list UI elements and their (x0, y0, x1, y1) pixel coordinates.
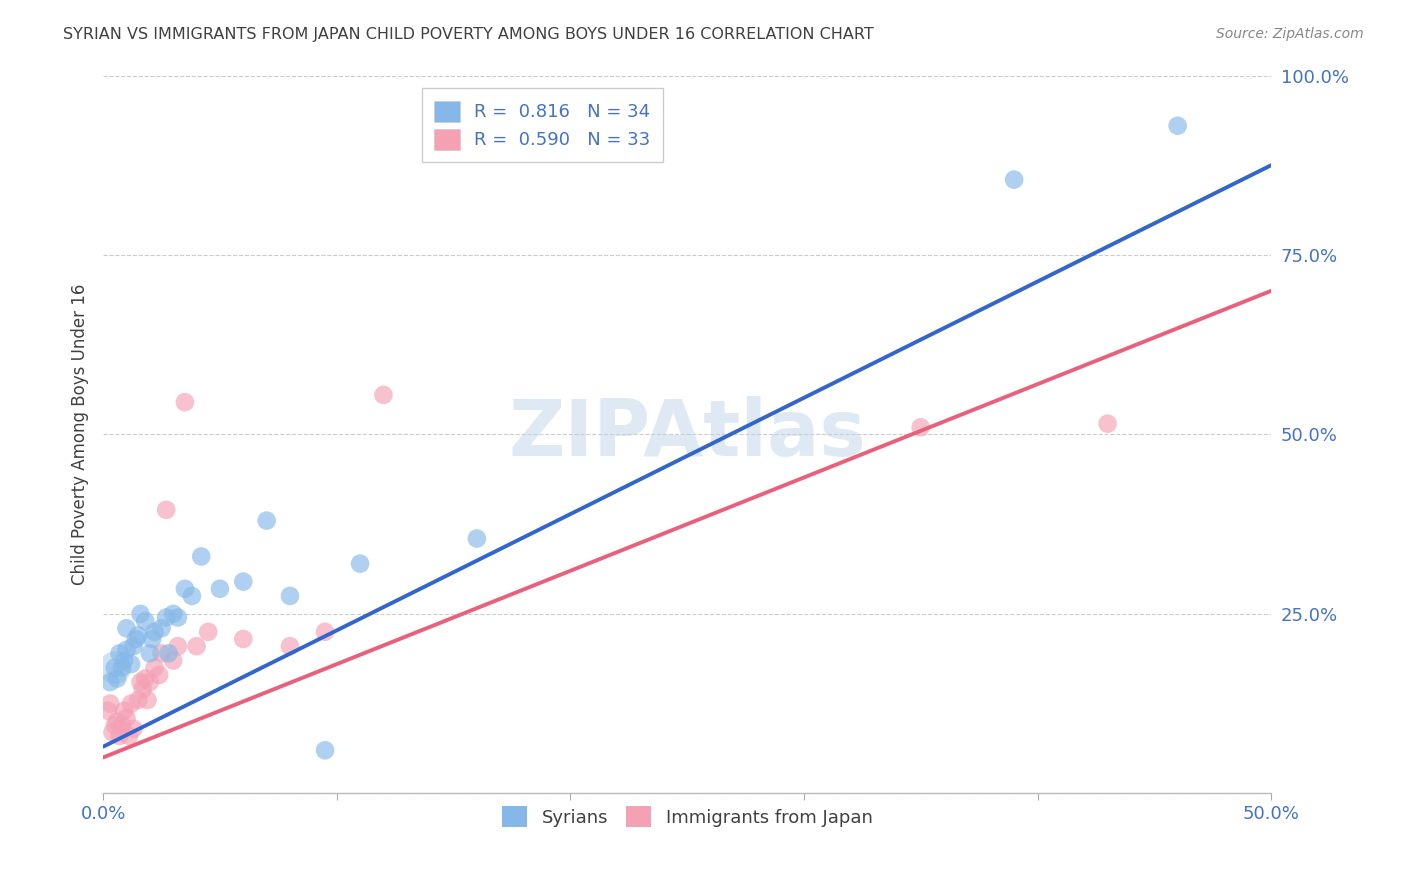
Point (278, 639, 301, 653)
Text: Source: ZipAtlas.com: Source: ZipAtlas.com (1216, 27, 1364, 41)
Point (132, 682, 155, 697)
Point (98, 675, 121, 690)
Point (111, 661, 134, 675)
Point (349, 557, 371, 571)
Point (1167, 119, 1189, 133)
Point (139, 646, 162, 660)
Point (129, 607, 152, 621)
Text: ZIPAtlas: ZIPAtlas (509, 396, 866, 473)
Point (197, 624, 219, 639)
Point (129, 675, 152, 690)
Point (104, 661, 127, 675)
Point (155, 503, 177, 517)
Point (278, 589, 301, 603)
Point (134, 614, 156, 628)
Point (314, 624, 336, 639)
Point (1097, 417, 1119, 431)
Point (134, 672, 156, 686)
Point (143, 661, 166, 675)
Point (112, 704, 135, 718)
Point (180, 589, 202, 603)
Point (118, 729, 141, 743)
Point (115, 642, 138, 657)
Point (108, 729, 131, 743)
Point (122, 639, 145, 653)
Point (105, 714, 128, 729)
Point (232, 574, 254, 589)
Point (173, 395, 195, 409)
Point (256, 514, 278, 528)
Point (190, 549, 212, 564)
Point (150, 621, 173, 635)
Point (208, 582, 231, 596)
Point (167, 639, 190, 653)
Point (143, 624, 166, 639)
Point (232, 632, 254, 646)
Point (167, 610, 190, 624)
Point (120, 657, 142, 672)
Point (98, 697, 121, 711)
Point (173, 582, 195, 596)
Y-axis label: Child Poverty Among Boys Under 16: Child Poverty Among Boys Under 16 (72, 284, 89, 585)
Point (120, 697, 142, 711)
Point (186, 639, 208, 653)
Point (104, 661, 127, 675)
Point (1002, 172, 1025, 186)
Point (125, 632, 148, 646)
Point (111, 718, 134, 732)
Point (104, 718, 127, 732)
Point (157, 646, 180, 660)
Point (314, 743, 336, 757)
Point (150, 646, 173, 660)
Point (115, 711, 138, 725)
Point (105, 672, 128, 686)
Point (910, 420, 932, 434)
Point (139, 675, 162, 690)
Point (162, 654, 184, 668)
Point (127, 693, 149, 707)
Point (162, 607, 184, 621)
Point (127, 628, 149, 642)
Text: SYRIAN VS IMMIGRANTS FROM JAPAN CHILD POVERTY AMONG BOYS UNDER 16 CORRELATION CH: SYRIAN VS IMMIGRANTS FROM JAPAN CHILD PO… (63, 27, 875, 42)
Point (373, 388, 395, 402)
Point (115, 621, 138, 635)
Point (112, 654, 135, 668)
Point (136, 693, 159, 707)
Point (97, 704, 120, 718)
Point (101, 725, 124, 739)
Point (122, 722, 145, 736)
Legend: Syrians, Immigrants from Japan: Syrians, Immigrants from Japan (495, 799, 880, 835)
Point (465, 532, 488, 546)
Point (108, 646, 131, 660)
Point (155, 610, 177, 624)
Point (148, 668, 170, 682)
Point (141, 632, 163, 646)
